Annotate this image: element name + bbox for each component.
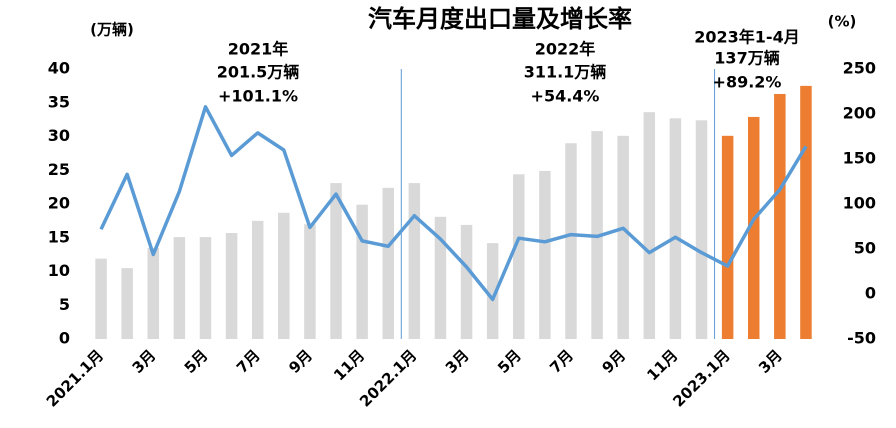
y2-tick-label: 250 xyxy=(843,59,876,78)
annotation: 2021年 xyxy=(228,40,289,59)
y2-tick-label: 50 xyxy=(854,239,876,258)
y-tick-label: 20 xyxy=(48,194,70,213)
y2-tick-label: 150 xyxy=(843,149,876,168)
bar xyxy=(434,216,447,339)
bar xyxy=(513,174,525,339)
bar xyxy=(278,212,290,339)
y-tick-label: 25 xyxy=(48,160,70,179)
x-tick-label: 3月 xyxy=(129,346,160,377)
annotation: +101.1% xyxy=(218,87,298,106)
annotation: +89.2% xyxy=(713,73,782,92)
bar xyxy=(95,258,107,339)
y-tick-label: 15 xyxy=(48,227,70,246)
x-tick-label: 11月 xyxy=(330,346,368,384)
bar xyxy=(617,135,629,339)
bar xyxy=(747,116,760,339)
bar xyxy=(356,204,368,339)
bar xyxy=(774,93,786,339)
bar xyxy=(408,183,421,339)
bar xyxy=(669,118,682,340)
bar xyxy=(225,233,238,339)
annotation: 2023年1-4月 xyxy=(694,28,799,47)
bar xyxy=(539,170,551,339)
x-tick-label: 5月 xyxy=(181,346,212,377)
annotation: 311.1万辆 xyxy=(524,63,607,82)
bar xyxy=(565,143,577,339)
bar xyxy=(460,224,473,339)
line xyxy=(99,105,808,302)
x-tick-label: 5月 xyxy=(494,346,525,377)
y2-tick-label: 0 xyxy=(865,284,876,303)
bar xyxy=(304,224,316,339)
y2-tick-label: 200 xyxy=(843,104,876,123)
y-axis-label: (万辆) xyxy=(90,21,134,39)
bar xyxy=(147,247,160,339)
y2-axis-label: (%) xyxy=(828,13,857,31)
bar xyxy=(173,237,186,339)
bar xyxy=(721,135,734,339)
chart-title: 汽车月度出口量及增长率 xyxy=(368,5,632,33)
y-tick-label: 5 xyxy=(59,295,70,314)
x-tick-label: 2021.1月 xyxy=(43,346,107,410)
x-tick-label: 7月 xyxy=(546,346,577,377)
bar xyxy=(382,187,394,339)
x-tick-label: 3月 xyxy=(442,346,473,377)
y2-tick-label: 100 xyxy=(843,194,876,213)
bar xyxy=(330,183,342,339)
x-tick-label: 9月 xyxy=(285,346,316,377)
x-tick-label: 7月 xyxy=(233,346,264,377)
y-tick-label: 40 xyxy=(48,59,70,78)
x-tick-label: 9月 xyxy=(598,346,629,377)
annotation: 201.5万辆 xyxy=(217,63,300,82)
y-tick-label: 0 xyxy=(59,329,70,348)
y-tick-label: 10 xyxy=(48,261,70,280)
bar xyxy=(251,220,264,339)
y-tick-label: 35 xyxy=(48,92,70,111)
bar xyxy=(643,112,656,339)
annotation: 137万辆 xyxy=(714,49,779,68)
bar xyxy=(486,243,499,339)
y-tick-label: 30 xyxy=(48,126,70,145)
x-tick-label: 2023.1月 xyxy=(669,346,733,410)
annotation: +54.4% xyxy=(531,87,600,106)
x-tick-label: 2022.1月 xyxy=(356,346,420,410)
y2-tick-label: -50 xyxy=(847,329,876,348)
annotation: 2022年 xyxy=(535,40,596,59)
bar xyxy=(121,268,133,339)
bar xyxy=(695,120,708,339)
bar xyxy=(199,237,212,339)
x-tick-label: 3月 xyxy=(755,346,786,377)
x-tick-label: 11月 xyxy=(643,346,681,384)
bar xyxy=(800,85,812,339)
